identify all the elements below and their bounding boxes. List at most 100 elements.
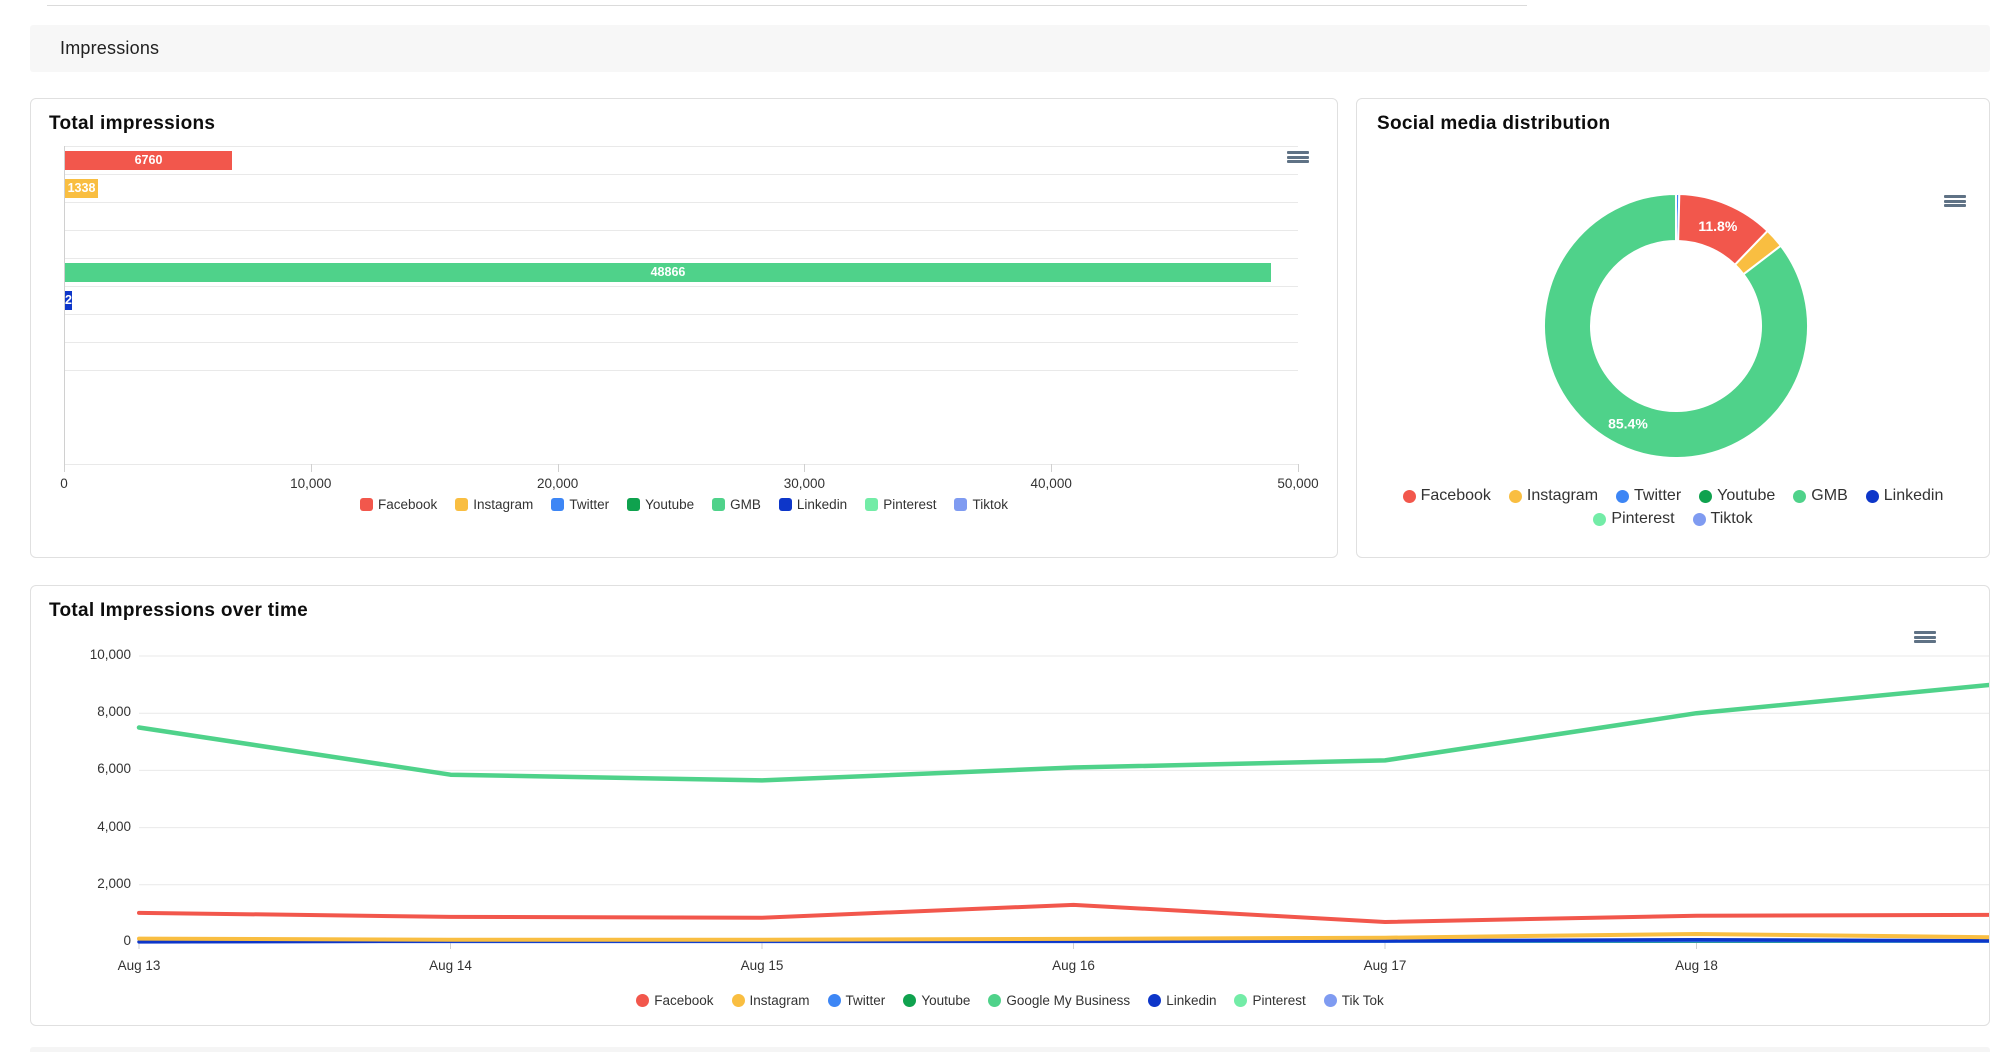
donut-legend-row: Pinterest Tiktok [1357, 510, 1989, 528]
legend-label: GMB [1811, 487, 1848, 504]
pinterest-legend-marker [1234, 994, 1248, 1007]
legend-item-instagram[interactable]: Instagram [1508, 487, 1599, 505]
legend-item-gmb[interactable]: GMB [1793, 487, 1848, 505]
legend-item-facebook[interactable]: Facebook [359, 497, 438, 512]
bar-chart-title: Total impressions [49, 113, 216, 134]
legend-item-linkedin[interactable]: Linkedin [778, 497, 848, 512]
line-chart-menu-icon[interactable] [1912, 629, 1936, 645]
line-series-facebook[interactable] [137, 902, 1989, 924]
line-y-tick-label: 0 [123, 933, 131, 948]
legend-item-twitter[interactable]: Twitter [551, 497, 609, 512]
google-my-business-legend-marker [988, 994, 1002, 1007]
legend-item-facebook[interactable]: Facebook [1402, 487, 1491, 505]
line-y-tick-label: 10,000 [89, 647, 131, 662]
donut-chart-legend: Facebook Instagram Twitter Youtube GMB Linked… [1357, 487, 1989, 528]
donut-slice-label: 85.4% [1608, 415, 1648, 431]
linkedin-legend-marker [778, 498, 792, 511]
legend-label: Facebook [377, 497, 438, 512]
social-media-distribution-card: Social media distribution 11.8% 85.4% Fac… [1356, 98, 1990, 558]
impressions-section-header: Impressions [30, 25, 1990, 72]
bar-chart-menu-icon[interactable] [1285, 149, 1309, 165]
bar-gridline [64, 258, 1298, 259]
legend-label: Twitter [1634, 487, 1682, 504]
bar-x-tick-label: 20,000 [536, 476, 579, 491]
linkedin-legend-marker [1865, 489, 1879, 503]
line-chart-title: Total Impressions over time [49, 600, 309, 621]
legend-label: Linkedin [796, 497, 848, 512]
bar-x-tick-label: 40,000 [1030, 476, 1072, 491]
legend-item-pinterest[interactable]: Pinterest [1593, 510, 1675, 528]
legend-item-pinterest[interactable]: Pinterest [865, 497, 936, 512]
donut-slice-gmb[interactable] [1543, 192, 1809, 459]
youtube-legend-marker [1699, 489, 1713, 503]
tiktok-legend-marker [1692, 512, 1706, 526]
legend-label: Pinterest [1611, 510, 1675, 527]
line-x-tick-label: Aug 16 [1052, 958, 1095, 973]
legend-item-google-my-business[interactable]: Google My Business [988, 993, 1130, 1008]
legend-label: Youtube [1717, 487, 1776, 504]
instagram-legend-marker [455, 498, 469, 511]
donut-legend-row: Facebook Instagram Twitter Youtube GMB Linked… [1357, 487, 1989, 505]
gmb-legend-marker [1793, 489, 1807, 503]
bar-x-tick [804, 464, 806, 472]
legend-label: Instagram [1526, 487, 1599, 504]
gmb-legend-marker [712, 498, 726, 511]
donut-slice-label: 11.8% [1698, 218, 1737, 234]
legend-item-tik-tok[interactable]: Tik Tok [1323, 993, 1384, 1008]
legend-item-youtube[interactable]: Youtube [1699, 487, 1775, 505]
legend-item-gmb[interactable]: GMB [712, 497, 761, 512]
instagram-legend-marker [1508, 489, 1522, 503]
bar-x-tick [557, 464, 559, 472]
line-x-tick-label: Aug 13 [117, 958, 161, 973]
bar-gmb[interactable]: 48866 [65, 262, 1271, 282]
bar-x-tick [310, 464, 312, 472]
bar-chart-plot: 0 10,000 20,000 30,000 40,000 50,000 6760 1338 4… [60, 146, 1319, 491]
legend-label: Facebook [1420, 487, 1491, 504]
legend-item-pinterest[interactable]: Pinterest [1234, 993, 1306, 1008]
twitter-legend-marker [827, 994, 841, 1007]
legend-item-instagram[interactable]: Instagram [455, 497, 533, 512]
bar-x-tick-label: 10,000 [290, 476, 332, 491]
line-y-tick-label: 8,000 [97, 704, 131, 720]
donut-chart-menu-icon[interactable] [1942, 193, 1966, 209]
legend-item-facebook[interactable]: Facebook [636, 993, 714, 1008]
legend-label: Twitter [569, 497, 610, 512]
legend-item-tiktok[interactable]: Tiktok [954, 497, 1008, 512]
legend-item-linkedin[interactable]: Linkedin [1148, 993, 1216, 1008]
bar-gridline [64, 314, 1298, 315]
legend-item-instagram[interactable]: Instagram [731, 993, 810, 1008]
line-svg [136, 655, 1989, 949]
twitter-legend-marker [551, 498, 565, 511]
legend-item-youtube[interactable]: Youtube [627, 497, 694, 512]
legend-label: Pinterest [1252, 993, 1306, 1008]
linkedin-legend-marker [1148, 994, 1162, 1007]
facebook-legend-marker [1402, 489, 1416, 503]
legend-item-youtube[interactable]: Youtube [903, 993, 970, 1008]
bar-gridline [64, 230, 1298, 231]
bar-linkedin[interactable]: 2 [65, 290, 72, 310]
tiktok-legend-marker [954, 498, 968, 511]
legend-label: Twitter [845, 993, 886, 1008]
legend-item-twitter[interactable]: Twitter [827, 993, 886, 1008]
bar-gridline [64, 286, 1298, 287]
line-series-instagram[interactable] [137, 931, 1989, 942]
legend-label: Instagram [473, 497, 534, 512]
line-x-tick-label: Aug 17 [1363, 958, 1407, 973]
facebook-legend-marker [636, 994, 650, 1007]
bar-facebook[interactable]: 6760 [65, 150, 232, 170]
legend-item-twitter[interactable]: Twitter [1616, 487, 1681, 505]
line-series-google-my-business[interactable] [136, 682, 1989, 783]
bar-gridline [64, 202, 1298, 203]
bar-x-tick [1051, 464, 1053, 472]
tik-tok-legend-marker [1323, 994, 1337, 1007]
legend-label: Linkedin [1166, 993, 1217, 1008]
bar-gridline [64, 174, 1298, 175]
bar-value-label: 2 [65, 293, 72, 307]
legend-item-linkedin[interactable]: Linkedin [1865, 487, 1943, 505]
legend-item-tiktok[interactable]: Tiktok [1692, 510, 1753, 528]
line-x-tick-label: Aug 14 [429, 958, 472, 973]
bar-instagram[interactable]: 1338 [65, 178, 98, 198]
legend-label: Youtube [645, 497, 695, 512]
donut-chart-title: Social media distribution [1377, 113, 1611, 134]
bar-x-tick-label: 30,000 [783, 476, 826, 491]
